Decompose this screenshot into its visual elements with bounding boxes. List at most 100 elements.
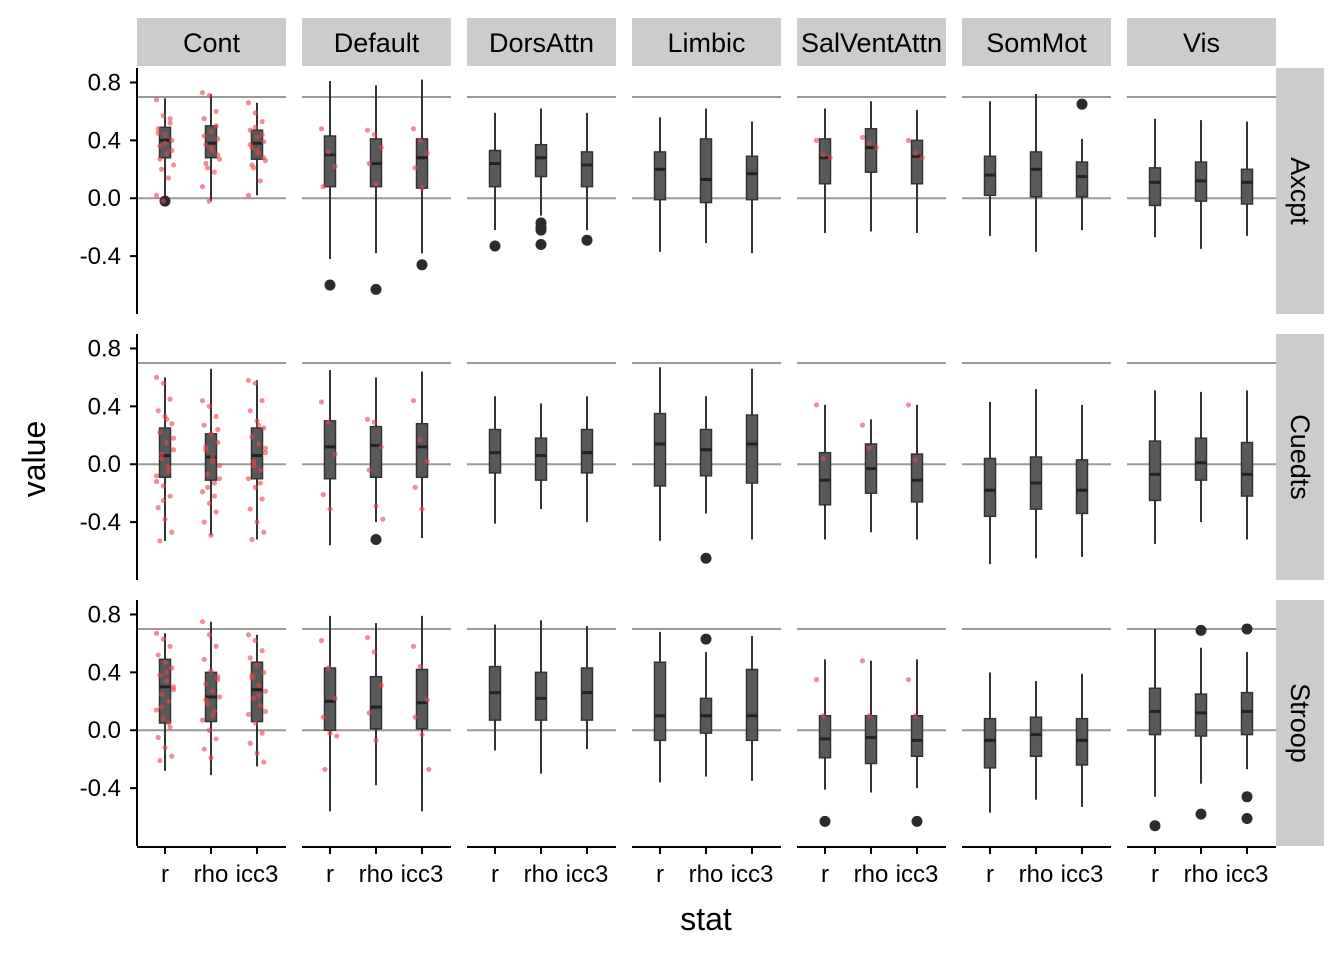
x-tick-label-icc3: icc3 [1061,861,1104,888]
box-rho [864,715,878,765]
panel-axcpt-vis [1127,95,1276,249]
data-point [169,147,175,154]
data-point [905,137,912,143]
data-point [262,450,269,456]
y-tick-label: 0.0 [88,451,121,478]
data-point [257,703,263,709]
panel-stroop-salventattn [797,627,946,827]
data-point [215,136,221,142]
box-icc3 [1240,691,1254,736]
data-point [410,643,417,649]
data-point [159,455,165,462]
data-point [213,736,219,742]
data-point [155,408,161,414]
data-point [201,519,207,525]
data-point [211,493,217,499]
data-point [153,97,160,103]
box-r [158,658,172,724]
data-point [424,697,430,703]
data-point [262,708,269,715]
box-icc3 [250,661,264,723]
data-point [157,538,163,544]
x-tick-label-icc3: icc3 [236,861,279,888]
outlier-point [819,815,831,827]
data-point [205,701,211,707]
box-icc3 [1240,441,1254,497]
data-point [424,150,430,156]
data-point [211,480,217,486]
facet-strip-default [302,18,451,66]
data-point [203,697,209,703]
facet-label-stroop: Stroop [1285,683,1315,763]
data-point [252,110,258,116]
data-point [371,649,377,655]
box-r [653,412,667,487]
data-point [371,419,377,425]
x-tick-label-icc3: icc3 [1226,861,1269,888]
facet-label-dorsattn: DorsAttn [489,28,594,58]
facet-label-sommot: SomMot [986,28,1087,58]
data-point [164,678,170,684]
data-point [169,529,175,535]
data-point [371,131,377,138]
data-point [160,380,166,386]
box-rho [699,428,713,477]
data-point [262,445,269,451]
data-point [215,676,221,683]
data-point [249,162,255,168]
facet-strip-dorsattn [467,18,616,66]
data-point [325,665,331,671]
data-point [170,162,177,168]
data-point [216,694,223,700]
data-point [259,397,265,404]
data-point [378,144,384,151]
data-point [866,713,872,719]
facet-label-cont: Cont [183,28,241,58]
facet-label-salventattn: SalVentAttn [801,28,942,58]
facet-strip-axcpt [1276,68,1324,314]
data-point [412,484,418,490]
data-point [859,422,866,428]
axes: -0.4 0.0 0.4 0.8 -0.4 0.0 0.4 0.8 -0.4 0.0 0.4 0.8 r… [80,68,1276,888]
data-point [162,140,168,146]
data-point [325,419,331,425]
data-point [859,658,866,664]
data-point [199,489,206,495]
outlier-point [324,279,336,291]
outlier-point [911,815,923,827]
panel-axcpt-salventattn [797,95,946,233]
data-point [211,169,217,175]
data-point [256,692,262,699]
data-point [153,707,160,713]
y-tick-label: 0.0 [88,185,121,212]
x-tick-label-rho: rho [1184,861,1219,888]
data-point [252,380,258,386]
box-rho [369,675,383,730]
box-rho [1194,693,1208,737]
data-point [419,185,425,191]
panel-stroop-default [302,615,451,812]
data-point [249,536,255,543]
data-point [208,144,214,151]
x-tick-label-icc3: icc3 [896,861,939,888]
y-tick-label: 0.8 [88,335,121,362]
panel-axcpt-limbic [632,95,781,254]
data-point [364,127,371,133]
data-point [417,437,423,443]
data-point [165,175,171,181]
data-point [170,687,177,693]
facet-strip-salventattn [797,18,946,66]
outlier-point [1149,820,1161,832]
box-rho [699,138,713,204]
data-point [252,484,258,490]
data-point [213,509,219,515]
y-tick-label: 0.8 [88,601,121,628]
data-point [203,444,209,450]
data-point [866,445,872,451]
data-point [162,131,168,138]
data-point [160,497,166,504]
data-point [249,672,255,678]
y-tick-label: -0.4 [80,243,121,270]
data-point [820,152,826,158]
data-point [167,493,173,499]
